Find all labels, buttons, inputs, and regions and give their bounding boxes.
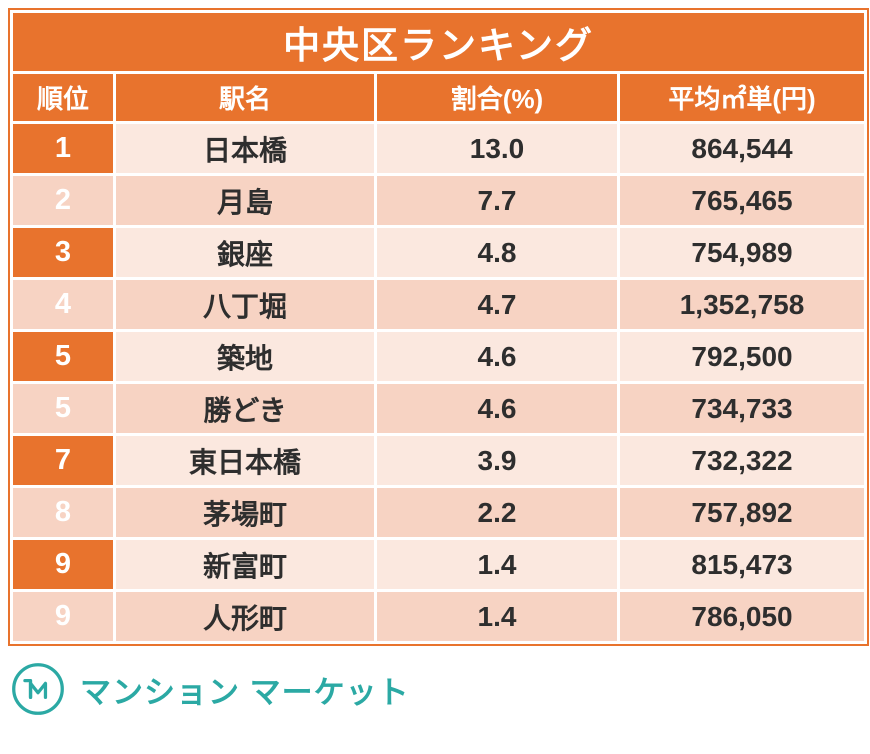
header-rank: 順位: [13, 74, 113, 121]
percent-cell: 3.9: [377, 436, 617, 485]
station-cell: 新富町: [116, 540, 374, 589]
table-row: 9 人形町 1.4 786,050: [13, 592, 865, 641]
rank-cell: 4: [13, 280, 113, 329]
station-cell: 勝どき: [116, 384, 374, 433]
percent-cell: 1.4: [377, 592, 617, 641]
table-row: 8 茅場町 2.2 757,892: [13, 488, 865, 537]
header-row: 順位 駅名 割合(%) 平均㎡単(円): [13, 74, 865, 121]
header-percent: 割合(%): [377, 74, 617, 121]
percent-cell: 4.8: [377, 228, 617, 277]
brand-footer: マンション マーケット: [8, 658, 862, 720]
price-cell: 792,500: [620, 332, 865, 381]
table-row: 5 勝どき 4.6 734,733: [13, 384, 865, 433]
header-station: 駅名: [116, 74, 374, 121]
table-row: 3 銀座 4.8 754,989: [13, 228, 865, 277]
rank-cell: 1: [13, 124, 113, 173]
table-body: 1 日本橋 13.0 864,544 2 月島 7.7 765,465 3 銀座 4.8 754,98…: [13, 124, 865, 641]
percent-cell: 4.6: [377, 332, 617, 381]
percent-cell: 4.7: [377, 280, 617, 329]
brand-logo-icon: [10, 661, 66, 717]
price-cell: 734,733: [620, 384, 865, 433]
table-row: 4 八丁堀 4.7 1,352,758: [13, 280, 865, 329]
rank-cell: 5: [13, 384, 113, 433]
table-row: 1 日本橋 13.0 864,544: [13, 124, 865, 173]
table-row: 5 築地 4.6 792,500: [13, 332, 865, 381]
header-price: 平均㎡単(円): [620, 74, 865, 121]
percent-cell: 7.7: [377, 176, 617, 225]
station-cell: 茅場町: [116, 488, 374, 537]
percent-cell: 2.2: [377, 488, 617, 537]
table-row: 2 月島 7.7 765,465: [13, 176, 865, 225]
station-cell: 築地: [116, 332, 374, 381]
brand-name: マンション マーケット: [80, 674, 410, 710]
rank-cell: 8: [13, 488, 113, 537]
price-cell: 765,465: [620, 176, 865, 225]
percent-cell: 13.0: [377, 124, 617, 173]
title-row: 中央区ランキング: [13, 13, 865, 71]
table-row: 7 東日本橋 3.9 732,322: [13, 436, 865, 485]
station-cell: 銀座: [116, 228, 374, 277]
station-cell: 月島: [116, 176, 374, 225]
price-cell: 864,544: [620, 124, 865, 173]
rank-cell: 2: [13, 176, 113, 225]
station-cell: 人形町: [116, 592, 374, 641]
table-row: 9 新富町 1.4 815,473: [13, 540, 865, 589]
price-cell: 786,050: [620, 592, 865, 641]
rank-cell: 5: [13, 332, 113, 381]
station-cell: 日本橋: [116, 124, 374, 173]
rank-cell: 7: [13, 436, 113, 485]
price-cell: 757,892: [620, 488, 865, 537]
ranking-table: 中央区ランキング 順位 駅名 割合(%) 平均㎡単(円) 1 日本橋 13.0 864…: [8, 8, 870, 646]
price-cell: 1,352,758: [620, 280, 865, 329]
price-cell: 732,322: [620, 436, 865, 485]
percent-cell: 1.4: [377, 540, 617, 589]
station-cell: 東日本橋: [116, 436, 374, 485]
rank-cell: 9: [13, 540, 113, 589]
percent-cell: 4.6: [377, 384, 617, 433]
price-cell: 815,473: [620, 540, 865, 589]
rank-cell: 3: [13, 228, 113, 277]
rank-cell: 9: [13, 592, 113, 641]
price-cell: 754,989: [620, 228, 865, 277]
table-title: 中央区ランキング: [13, 13, 865, 71]
station-cell: 八丁堀: [116, 280, 374, 329]
